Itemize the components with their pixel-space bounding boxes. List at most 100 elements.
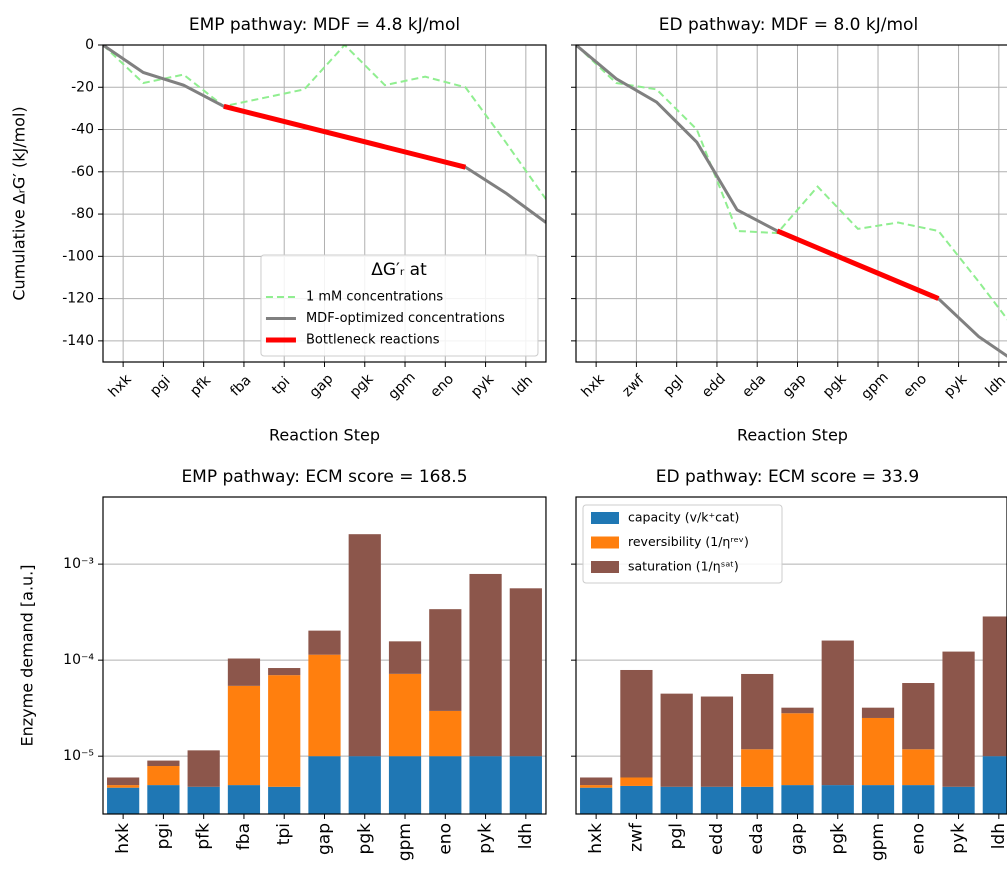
bar-segment	[741, 673, 774, 750]
x-tick-label: gpm	[385, 369, 419, 403]
bar-segment	[107, 785, 140, 788]
bar-segment	[982, 616, 1007, 757]
bar-segment	[620, 785, 653, 814]
bar-segment	[147, 766, 180, 786]
x-tick-label: pgk	[355, 823, 375, 855]
bar-segment	[580, 785, 613, 788]
bar-segment	[227, 785, 261, 814]
x-tick-label: zwf	[619, 371, 648, 400]
bar-segment	[227, 658, 261, 686]
x-tick-label: hxk	[113, 823, 133, 854]
legend-box	[260, 254, 539, 357]
x-tick-label: fba	[234, 823, 254, 850]
bar-segment	[388, 756, 422, 814]
bar-segment	[348, 756, 381, 814]
bar-segment	[741, 749, 774, 787]
y-axis-label: Cumulative ΔᵣG′ (kJ/mol)	[10, 106, 29, 300]
series-line	[576, 45, 1007, 358]
bar-segment	[509, 588, 542, 757]
x-tick-label: zwf	[626, 822, 646, 852]
x-tick-label: pgl	[660, 373, 687, 400]
bar-segment	[902, 749, 935, 786]
legend-label: capacity (v/k⁺cat)	[628, 510, 739, 525]
bar-segment	[107, 777, 140, 786]
legend-title: ΔG′ᵣ at	[371, 260, 427, 280]
bar-segment	[147, 760, 180, 767]
legend-label: Bottleneck reactions	[306, 333, 440, 348]
bar-segment	[620, 777, 653, 786]
x-tick-label: pgl	[667, 823, 687, 849]
bar-segment	[942, 786, 975, 814]
legend-swatch	[591, 561, 619, 573]
bar-segment	[388, 641, 422, 674]
x-tick-label: eda	[747, 823, 767, 855]
x-tick-label: eno	[427, 371, 457, 401]
legend-box	[582, 504, 783, 584]
bar-segment	[308, 654, 341, 757]
bar-segment	[700, 696, 734, 787]
bar-segment	[469, 756, 502, 814]
series-line	[776, 228, 940, 301]
bar-segment	[781, 707, 814, 714]
bar-segment	[821, 785, 854, 814]
bar-segment	[227, 685, 261, 786]
axes-frame	[575, 496, 1007, 815]
bar-segment	[781, 713, 814, 786]
bar-segment	[187, 786, 220, 814]
bar-segment	[268, 786, 301, 814]
legend-swatch	[591, 512, 619, 524]
axes-frame	[102, 44, 547, 363]
x-tick-label: gap	[307, 371, 337, 401]
x-tick-label: eno	[900, 371, 930, 401]
series-line	[103, 45, 546, 200]
legend-label: 1 mM concentrations	[306, 290, 443, 305]
x-tick-label: gpm	[395, 823, 415, 861]
x-tick-label: ldh	[989, 823, 1007, 849]
bar-segment	[107, 787, 140, 814]
x-tick-label: gap	[314, 823, 334, 855]
x-tick-label: eno	[435, 823, 455, 855]
x-tick-label: pyk	[941, 371, 971, 401]
x-tick-label: hxk	[106, 371, 136, 401]
y-tick-label: 10⁻³	[63, 556, 94, 572]
bar-group	[580, 616, 1007, 814]
bar-segment	[429, 710, 462, 757]
y-tick-label: 10⁻⁵	[63, 748, 94, 764]
x-tick-label: fba	[227, 372, 254, 399]
bar-segment	[902, 683, 935, 750]
x-tick-label: pgk	[828, 823, 848, 855]
x-tick-label: ldh	[983, 373, 1007, 400]
x-tick-label: ldh	[516, 823, 536, 849]
subplot: 0 -20 -40 -60 -80 -100 -120 -140 hxk pgi pfk fba tpi…	[10, 15, 547, 445]
x-tick-label: eda	[739, 371, 769, 401]
y-axis-label: Enzyme demand [a.u.]	[18, 564, 37, 746]
bar-segment	[781, 785, 814, 814]
series-group	[576, 45, 1007, 358]
y-tick-label: -120	[62, 291, 94, 307]
x-tick-label: tpi	[274, 823, 294, 845]
subplot-title: ED pathway: ECM score = 33.9	[656, 467, 919, 487]
legend-swatch	[591, 536, 619, 549]
x-tick-label: pyk	[468, 371, 498, 401]
bar-segment	[429, 609, 462, 711]
bar-segment	[388, 673, 422, 757]
x-tick-label: edd	[707, 823, 727, 855]
bar-segment	[660, 693, 693, 787]
x-tick-label: gap	[787, 823, 807, 855]
x-axis-label: Reaction Step	[737, 426, 848, 445]
bar-segment	[187, 750, 220, 787]
bar-segment	[861, 707, 895, 718]
x-tick-label: gpm	[858, 369, 892, 403]
series-line	[576, 45, 1007, 321]
x-tick-label: gap	[780, 371, 810, 401]
series-line	[223, 103, 467, 170]
bar-segment	[861, 717, 895, 786]
legend-label: reversibility (1/ηʳᵉᵛ)	[628, 534, 749, 549]
bar-segment	[348, 534, 381, 757]
x-axis-label: Reaction Step	[269, 426, 380, 445]
y-tick-label: -60	[71, 164, 94, 180]
